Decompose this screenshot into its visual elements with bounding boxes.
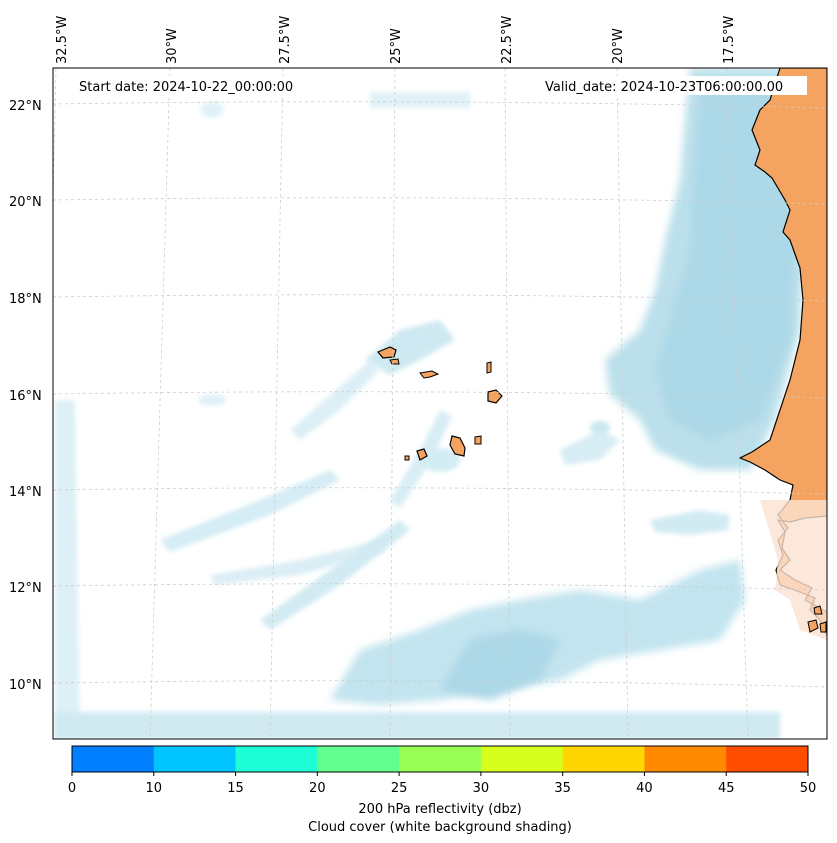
colorbar-segment bbox=[644, 746, 727, 772]
lon-label-30w: 30°W bbox=[165, 28, 180, 64]
cape-verde-brava bbox=[404, 455, 410, 461]
lat-label-18n: 18°N bbox=[9, 292, 42, 307]
colorbar-ticks: 0 10 15 20 25 30 35 40 45 50 bbox=[68, 772, 816, 796]
cape-verde-sal bbox=[486, 361, 492, 374]
lon-label-32-5w: 32.5°W bbox=[55, 16, 70, 64]
start-date-label: Start date: 2024-10-22_00:00:00 bbox=[79, 80, 293, 95]
cloud-islands-area bbox=[365, 320, 455, 375]
lat-label-20n: 20°N bbox=[9, 195, 42, 210]
cloud-blob-4 bbox=[420, 448, 460, 472]
colorbar-segments bbox=[72, 746, 809, 772]
colorbar-tick-label: 10 bbox=[146, 781, 163, 796]
parallel-22n bbox=[53, 101, 827, 109]
coast-highlight bbox=[760, 500, 827, 640]
meridian-17-5w bbox=[726, 68, 749, 739]
graticule bbox=[53, 68, 827, 739]
colorbar-tick-label: 40 bbox=[636, 781, 653, 796]
meridian-22-5w bbox=[504, 68, 511, 739]
colorbar-frame bbox=[71, 745, 809, 773]
colorbar-segment bbox=[235, 746, 318, 772]
colorbar-tick-label: 30 bbox=[473, 781, 490, 796]
lat-label-14n: 14°N bbox=[9, 485, 42, 500]
cloud-streak-4 bbox=[290, 360, 380, 440]
land-layer bbox=[377, 68, 827, 640]
bijagos-islands bbox=[807, 605, 827, 633]
longitude-labels: 32.5°W 30°W 27.5°W 25°W 22.5°W 20°W 17.5… bbox=[55, 16, 737, 64]
lon-label-20w: 20°W bbox=[611, 28, 626, 64]
lon-label-27-5w: 27.5°W bbox=[278, 16, 293, 64]
meridian-27-5w bbox=[269, 68, 284, 739]
colorbar-segment bbox=[153, 746, 237, 772]
cape-verde-sao-vicente bbox=[389, 358, 400, 365]
cloud-blob-2 bbox=[590, 421, 610, 435]
cape-verde-fogo bbox=[416, 448, 428, 461]
meridian-20w bbox=[616, 68, 629, 739]
colorbar-segment bbox=[317, 746, 400, 772]
colorbar: 0 10 15 20 25 30 35 40 45 50 200 hPa reflectivity… bbox=[68, 745, 816, 835]
colorbar-tick-label: 0 bbox=[68, 781, 76, 796]
colorbar-segment bbox=[562, 746, 645, 772]
cloud-blob-3 bbox=[200, 102, 224, 118]
lat-label-16n: 16°N bbox=[9, 389, 42, 404]
map-panel: Start date: 2024-10-22_00:00:00 Valid_da… bbox=[53, 68, 827, 739]
start-date-box bbox=[76, 76, 314, 95]
cloud-south-cluster bbox=[330, 560, 745, 705]
map-frame bbox=[52, 67, 828, 740]
colorbar-tick-label: 35 bbox=[554, 781, 571, 796]
colorbar-label-line2: Cloud cover (white background shading) bbox=[308, 820, 572, 835]
cloud-blob-1 bbox=[198, 394, 226, 406]
colorbar-tick-label: 45 bbox=[718, 781, 735, 796]
colorbar-tick-label: 50 bbox=[800, 781, 817, 796]
cloud-streak-2 bbox=[210, 540, 385, 585]
parallel-14n bbox=[53, 487, 827, 495]
colorbar-tick-label: 25 bbox=[391, 781, 408, 796]
lon-label-17-5w: 17.5°W bbox=[722, 16, 737, 64]
valid-date-label: Valid_date: 2024-10-23T06:00:00.00 bbox=[545, 80, 783, 95]
cloud-left-band bbox=[55, 400, 80, 739]
cape-verde-santiago bbox=[449, 435, 466, 457]
cloud-coastal-core bbox=[655, 90, 795, 440]
cape-verde-boa-vista bbox=[487, 389, 503, 404]
valid-date-box bbox=[541, 76, 807, 95]
lat-label-22n: 22°N bbox=[9, 99, 42, 114]
lon-label-22-5w: 22.5°W bbox=[500, 16, 515, 64]
colorbar-tick-label: 15 bbox=[227, 781, 244, 796]
cloud-top-band bbox=[370, 92, 470, 108]
lat-label-12n: 12°N bbox=[9, 581, 42, 596]
cloud-streak-1 bbox=[160, 470, 340, 552]
colorbar-segment bbox=[480, 746, 564, 772]
meridian-25w bbox=[389, 68, 396, 739]
parallel-10n bbox=[53, 680, 827, 688]
colorbar-segment bbox=[399, 746, 482, 772]
cloud-streak-3 bbox=[260, 520, 410, 630]
cloud-south-core bbox=[440, 630, 560, 700]
latitude-labels: 22°N 20°N 18°N 16°N 14°N 12°N 10°N bbox=[9, 99, 42, 693]
colorbar-segment bbox=[726, 746, 809, 772]
cape-verde-sao-nicolau bbox=[419, 370, 440, 379]
cloud-bottom-band bbox=[55, 712, 780, 739]
parallel-20n bbox=[53, 197, 827, 205]
lat-label-10n: 10°N bbox=[9, 678, 42, 693]
cape-verde-santo-antao bbox=[377, 346, 397, 359]
cloud-cover-layer bbox=[55, 68, 805, 739]
colorbar-tick-label: 20 bbox=[309, 781, 326, 796]
cloud-patch-ne bbox=[560, 430, 620, 465]
lon-label-25w: 25°W bbox=[389, 28, 404, 64]
parallel-16n bbox=[53, 391, 827, 399]
meridian-30w bbox=[149, 68, 171, 739]
parallel-12n bbox=[53, 583, 827, 591]
parallel-18n bbox=[53, 294, 827, 302]
cloud-patch-east bbox=[650, 510, 730, 535]
cape-verde-maio bbox=[474, 435, 482, 445]
colorbar-segment bbox=[72, 746, 155, 772]
colorbar-label-line1: 200 hPa reflectivity (dbz) bbox=[358, 802, 521, 817]
